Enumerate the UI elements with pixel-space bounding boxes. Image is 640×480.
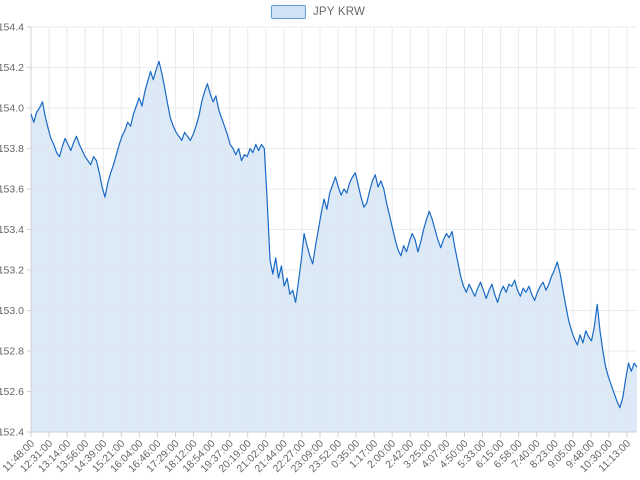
y-tick-label: 154.2 bbox=[0, 62, 24, 74]
y-tick-label: 153.8 bbox=[0, 143, 24, 155]
legend-swatch-icon bbox=[270, 5, 306, 19]
series-line bbox=[30, 60, 638, 409]
y-tick-label: 152.8 bbox=[0, 346, 24, 358]
legend-item[interactable]: JPY KRW bbox=[270, 5, 366, 19]
y-tick-label: 154.4 bbox=[0, 22, 24, 34]
y-tick-label: 153.6 bbox=[0, 184, 24, 196]
y-tick-label: 152.4 bbox=[0, 427, 24, 439]
y-tick-label: 154.0 bbox=[0, 103, 24, 115]
y-tick-label: 152.6 bbox=[0, 386, 24, 398]
series-area bbox=[31, 61, 637, 433]
y-tick-label: 153.4 bbox=[0, 224, 24, 236]
legend-label: JPY KRW bbox=[312, 6, 366, 18]
y-tick-label: 153.0 bbox=[0, 305, 24, 317]
y-tick-label: 153.2 bbox=[0, 265, 24, 277]
